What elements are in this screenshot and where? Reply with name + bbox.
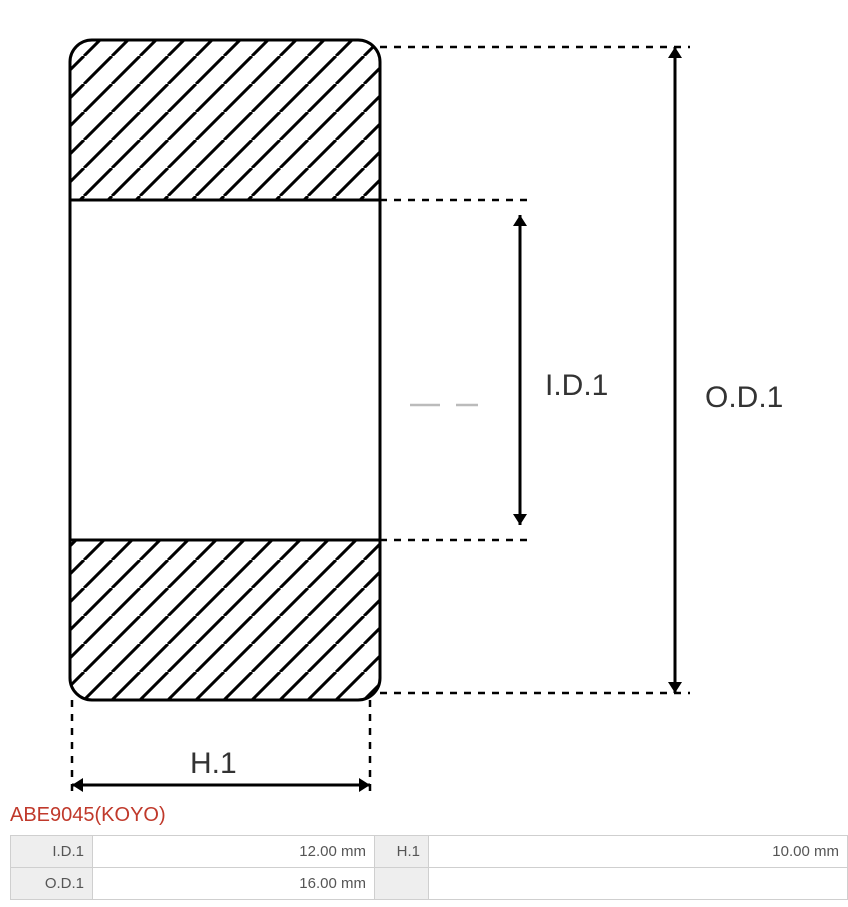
cell-value: 10.00 mm xyxy=(429,836,848,868)
svg-text:I.D.1: I.D.1 xyxy=(545,369,608,402)
cell-label: O.D.1 xyxy=(11,868,93,900)
table-row: O.D.1 16.00 mm xyxy=(11,868,848,900)
part-title: ABE9045(KOYO) xyxy=(0,800,848,835)
diagram-container: O.D.1 I.D.1 H.1 xyxy=(0,0,848,800)
spec-table: I.D.1 12.00 mm H.1 10.00 mm O.D.1 16.00 … xyxy=(10,835,848,900)
svg-text:O.D.1: O.D.1 xyxy=(705,381,783,414)
table-row: I.D.1 12.00 mm H.1 10.00 mm xyxy=(11,836,848,868)
bearing-cross-section-diagram: O.D.1 I.D.1 H.1 xyxy=(0,0,848,800)
cell-value xyxy=(429,868,848,900)
svg-text:H.1: H.1 xyxy=(190,747,237,780)
cell-value: 16.00 mm xyxy=(93,868,375,900)
cell-label: I.D.1 xyxy=(11,836,93,868)
cell-value: 12.00 mm xyxy=(93,836,375,868)
cell-label xyxy=(375,868,429,900)
cell-label: H.1 xyxy=(375,836,429,868)
